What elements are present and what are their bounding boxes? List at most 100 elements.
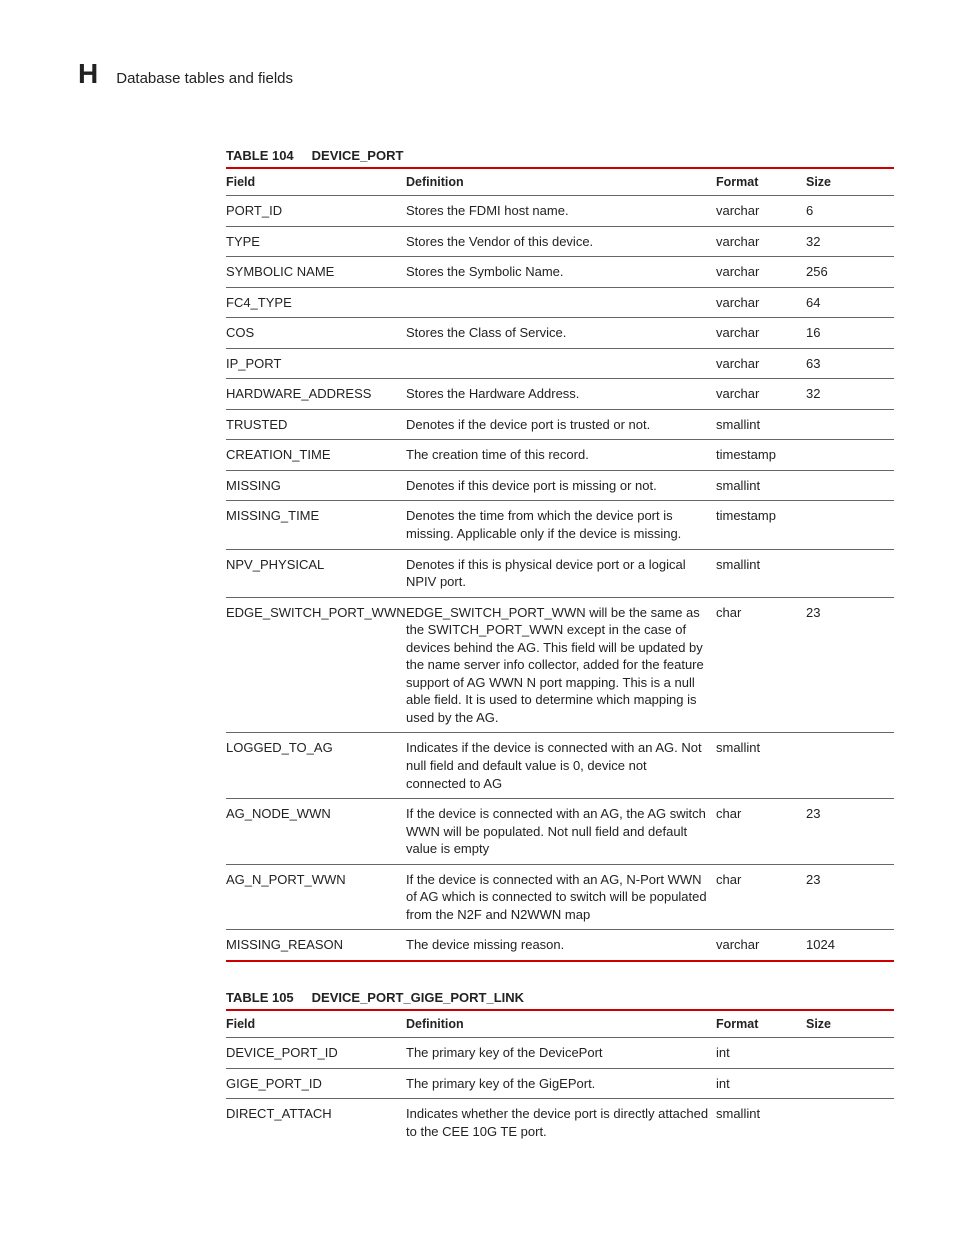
cell-field: AG_N_PORT_WWN xyxy=(226,864,406,930)
table-row: IP_PORTvarchar63 xyxy=(226,348,894,379)
cell-def: Stores the Vendor of this device. xyxy=(406,226,716,257)
table-block-105: TABLE 105DEVICE_PORT_GIGE_PORT_LINK Fiel… xyxy=(226,990,894,1146)
cell-format: varchar xyxy=(716,318,806,349)
cell-size: 6 xyxy=(806,196,894,227)
cell-format: int xyxy=(716,1068,806,1099)
cell-def: Stores the Symbolic Name. xyxy=(406,257,716,288)
cell-size: 23 xyxy=(806,597,894,733)
cell-field: SYMBOLIC NAME xyxy=(226,257,406,288)
col-header-definition: Definition xyxy=(406,1010,716,1038)
cell-size: 32 xyxy=(806,226,894,257)
cell-field: FC4_TYPE xyxy=(226,287,406,318)
cell-field: TYPE xyxy=(226,226,406,257)
col-header-field: Field xyxy=(226,168,406,196)
cell-def xyxy=(406,348,716,379)
page: H Database tables and fields TABLE 104 DE… xyxy=(0,0,954,1146)
table-caption: TABLE 104 DEVICE_PORT xyxy=(226,148,894,163)
cell-size: 16 xyxy=(806,318,894,349)
cell-field: IP_PORT xyxy=(226,348,406,379)
table-row: GIGE_PORT_IDThe primary key of the GigEP… xyxy=(226,1068,894,1099)
cell-field: EDGE_SWITCH_PORT_WWN xyxy=(226,597,406,733)
table-row: PORT_IDStores the FDMI host name.varchar… xyxy=(226,196,894,227)
table-row: TYPEStores the Vendor of this device.var… xyxy=(226,226,894,257)
cell-size xyxy=(806,409,894,440)
cell-def: If the device is connected with an AG, N… xyxy=(406,864,716,930)
cell-def xyxy=(406,287,716,318)
table-row: DIRECT_ATTACHIndicates whether the devic… xyxy=(226,1099,894,1147)
table-caption-name: DEVICE_PORT xyxy=(312,148,404,163)
table-block-104: TABLE 104 DEVICE_PORT Field Definition Fo… xyxy=(226,148,894,962)
cell-def: If the device is connected with an AG, t… xyxy=(406,799,716,865)
cell-def: Indicates whether the device port is dir… xyxy=(406,1099,716,1147)
cell-size xyxy=(806,1037,894,1068)
cell-format: smallint xyxy=(716,470,806,501)
table-row: MISSINGDenotes if this device port is mi… xyxy=(226,470,894,501)
cell-def: Stores the FDMI host name. xyxy=(406,196,716,227)
cell-size: 256 xyxy=(806,257,894,288)
col-header-format: Format xyxy=(716,168,806,196)
table-row: CREATION_TIMEThe creation time of this r… xyxy=(226,440,894,471)
cell-field: DIRECT_ATTACH xyxy=(226,1099,406,1147)
cell-def: The creation time of this record. xyxy=(406,440,716,471)
cell-size xyxy=(806,440,894,471)
cell-field: NPV_PHYSICAL xyxy=(226,549,406,597)
table-row: COSStores the Class of Service.varchar16 xyxy=(226,318,894,349)
table-device-port-gige-port-link: Field Definition Format Size DEVICE_PORT… xyxy=(226,1009,894,1146)
table-row: MISSING_TIMEDenotes the time from which … xyxy=(226,501,894,549)
table-row: LOGGED_TO_AGIndicates if the device is c… xyxy=(226,733,894,799)
cell-field: TRUSTED xyxy=(226,409,406,440)
col-header-field: Field xyxy=(226,1010,406,1038)
table-row: MISSING_REASONThe device missing reason.… xyxy=(226,930,894,961)
cell-size: 63 xyxy=(806,348,894,379)
cell-def: The device missing reason. xyxy=(406,930,716,961)
cell-field: MISSING_TIME xyxy=(226,501,406,549)
cell-format: int xyxy=(716,1037,806,1068)
cell-field: LOGGED_TO_AG xyxy=(226,733,406,799)
appendix-letter: H xyxy=(78,58,98,90)
cell-format: varchar xyxy=(716,379,806,410)
cell-format: char xyxy=(716,799,806,865)
cell-format: char xyxy=(716,597,806,733)
cell-field: GIGE_PORT_ID xyxy=(226,1068,406,1099)
table-caption-number: TABLE 104 xyxy=(226,148,294,163)
cell-size xyxy=(806,501,894,549)
table-row: HARDWARE_ADDRESSStores the Hardware Addr… xyxy=(226,379,894,410)
table-body: PORT_IDStores the FDMI host name.varchar… xyxy=(226,196,894,961)
table-row: AG_NODE_WWNIf the device is connected wi… xyxy=(226,799,894,865)
cell-format: smallint xyxy=(716,549,806,597)
cell-format: timestamp xyxy=(716,501,806,549)
cell-def: EDGE_SWITCH_PORT_WWN will be the same as… xyxy=(406,597,716,733)
table-row: FC4_TYPEvarchar64 xyxy=(226,287,894,318)
cell-field: DEVICE_PORT_ID xyxy=(226,1037,406,1068)
col-header-size: Size xyxy=(806,1010,894,1038)
cell-def: The primary key of the GigEPort. xyxy=(406,1068,716,1099)
cell-def: Stores the Hardware Address. xyxy=(406,379,716,410)
page-title: Database tables and fields xyxy=(116,70,293,87)
cell-def: Denotes the time from which the device p… xyxy=(406,501,716,549)
cell-size: 64 xyxy=(806,287,894,318)
cell-field: MISSING_REASON xyxy=(226,930,406,961)
cell-format: smallint xyxy=(716,733,806,799)
table-caption-number: TABLE 105 xyxy=(226,990,294,1005)
cell-field: PORT_ID xyxy=(226,196,406,227)
cell-format: varchar xyxy=(716,226,806,257)
cell-field: HARDWARE_ADDRESS xyxy=(226,379,406,410)
col-header-size: Size xyxy=(806,168,894,196)
cell-field: AG_NODE_WWN xyxy=(226,799,406,865)
table-device-port: Field Definition Format Size PORT_IDStor… xyxy=(226,167,894,962)
cell-format: smallint xyxy=(716,1099,806,1147)
cell-size xyxy=(806,1099,894,1147)
col-header-definition: Definition xyxy=(406,168,716,196)
cell-size: 23 xyxy=(806,864,894,930)
table-row: DEVICE_PORT_IDThe primary key of the Dev… xyxy=(226,1037,894,1068)
page-header: H Database tables and fields xyxy=(78,58,894,90)
cell-size: 32 xyxy=(806,379,894,410)
cell-field: CREATION_TIME xyxy=(226,440,406,471)
cell-size: 23 xyxy=(806,799,894,865)
cell-format: varchar xyxy=(716,930,806,961)
cell-format: smallint xyxy=(716,409,806,440)
cell-format: char xyxy=(716,864,806,930)
table-row: SYMBOLIC NAMEStores the Symbolic Name.va… xyxy=(226,257,894,288)
cell-field: MISSING xyxy=(226,470,406,501)
cell-size xyxy=(806,733,894,799)
